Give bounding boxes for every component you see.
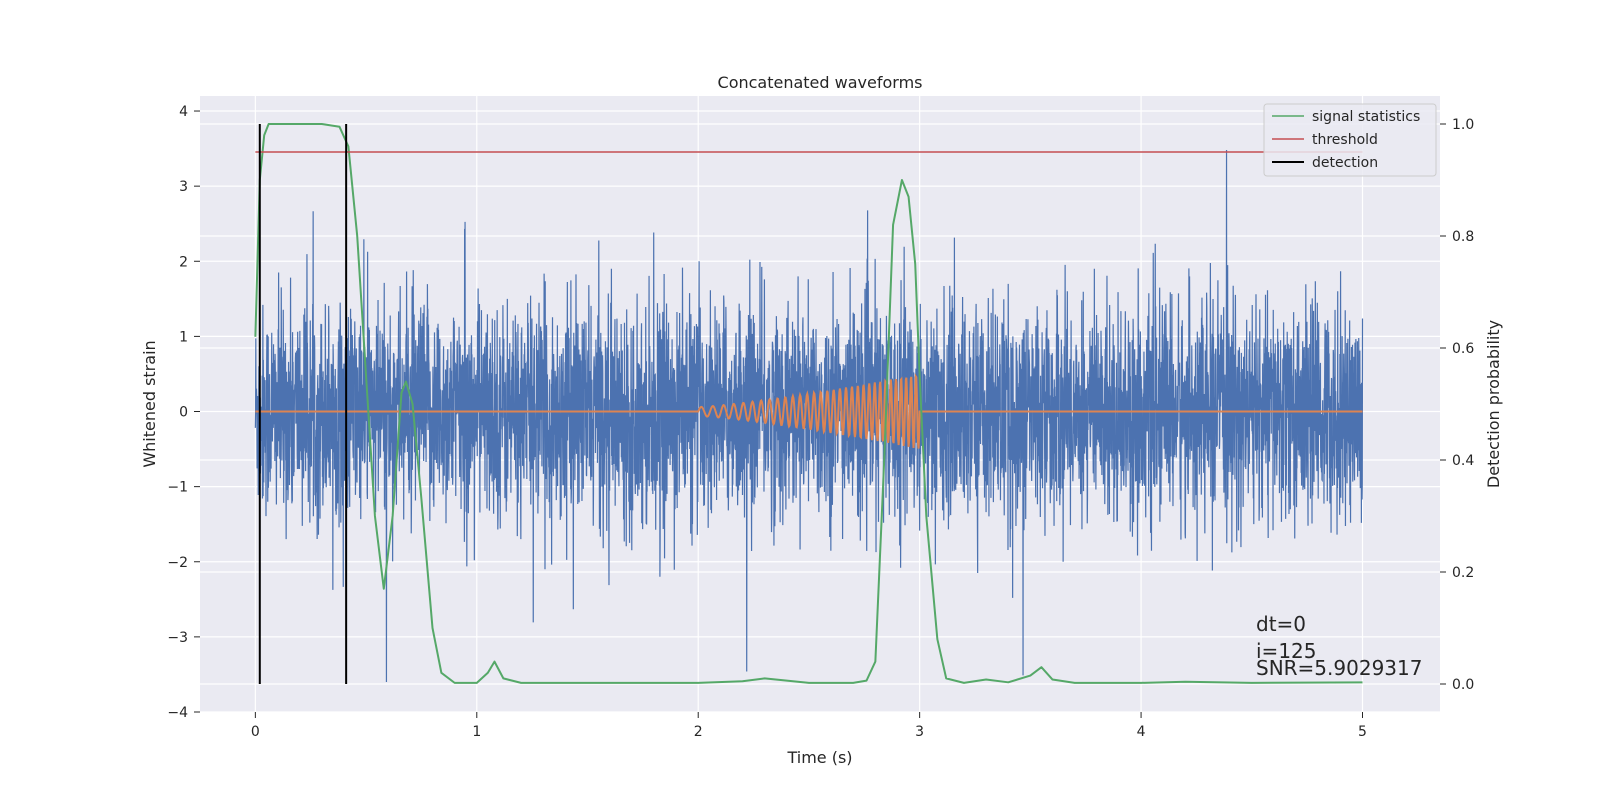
right-tick-label: 0.4 — [1452, 453, 1474, 469]
left-tick-label: 0 — [179, 405, 188, 421]
right-tick-label: 0.2 — [1452, 565, 1474, 581]
legend-box — [1263, 103, 1437, 177]
x-tick-label: 4 — [1137, 724, 1146, 740]
detection-series — [258, 124, 348, 684]
chirp-series — [255, 373, 1363, 449]
x-tick-label: 3 — [915, 724, 924, 740]
x-tick-label: 0 — [251, 724, 260, 740]
right-tick-label: 0.6 — [1452, 341, 1474, 357]
x-tick-label: 2 — [694, 724, 703, 740]
annotation-snr: SNR=5.9029317 — [1256, 656, 1422, 680]
annotation-dt: dt=0 — [1256, 612, 1306, 636]
right-tick-label: 0.0 — [1452, 677, 1474, 693]
right-tick-label: 1.0 — [1452, 117, 1474, 133]
annotation-index: i=125 — [1256, 639, 1317, 663]
chart-title: Concatenated waveforms — [718, 73, 923, 92]
signal-statistics-series — [254, 123, 1363, 684]
left-tick-label: 2 — [179, 254, 188, 270]
right-y-axis-label: Detection probability — [1484, 320, 1503, 488]
left-tick-label: 4 — [179, 104, 188, 120]
left-tick-label: −2 — [167, 555, 188, 571]
x-axis-ticks: 0 1 2 3 4 5 — [251, 712, 1367, 740]
legend-label-detection: detection — [1312, 155, 1378, 171]
left-tick-label: −3 — [167, 630, 188, 646]
legend: signal statistics threshold detection — [1263, 103, 1437, 177]
legend-label-threshold: threshold — [1312, 132, 1378, 148]
x-tick-label: 1 — [472, 724, 481, 740]
left-tick-label: 1 — [179, 329, 188, 345]
left-tick-label: −1 — [167, 480, 188, 496]
right-y-axis-ticks: 0.0 0.2 0.4 0.6 0.8 1.0 — [1440, 117, 1474, 693]
right-tick-label: 0.8 — [1452, 229, 1474, 245]
legend-label-signal-statistics: signal statistics — [1312, 109, 1420, 125]
x-axis-label: Time (s) — [786, 748, 852, 767]
chirp-line — [255, 373, 1363, 449]
left-tick-label: 3 — [179, 179, 188, 195]
left-y-axis-label: Whitened strain — [140, 340, 159, 467]
left-y-axis-ticks: −4 −3 −2 −1 0 1 2 3 4 — [167, 104, 200, 721]
x-tick-label: 5 — [1358, 724, 1367, 740]
signal-statistics-line — [254, 123, 1363, 684]
left-tick-label: −4 — [167, 705, 188, 721]
